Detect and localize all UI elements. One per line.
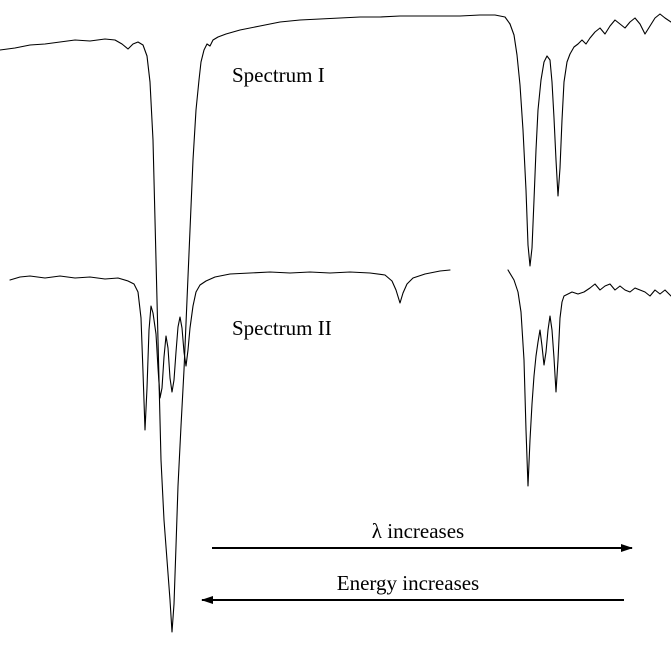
spectrum-1-trace-right [509,13,671,267]
spectrum-1-label: Spectrum I [232,63,325,87]
energy-arrow-label: Energy increases [337,571,479,595]
spectrum-2-trace-right [507,269,671,487]
spectrum-2-label: Spectrum II [232,316,332,340]
spectrum-2-trace-left [9,269,451,431]
wavelength-arrow-label: λ increases [372,519,464,543]
spectrum-1-trace-left [0,14,511,633]
